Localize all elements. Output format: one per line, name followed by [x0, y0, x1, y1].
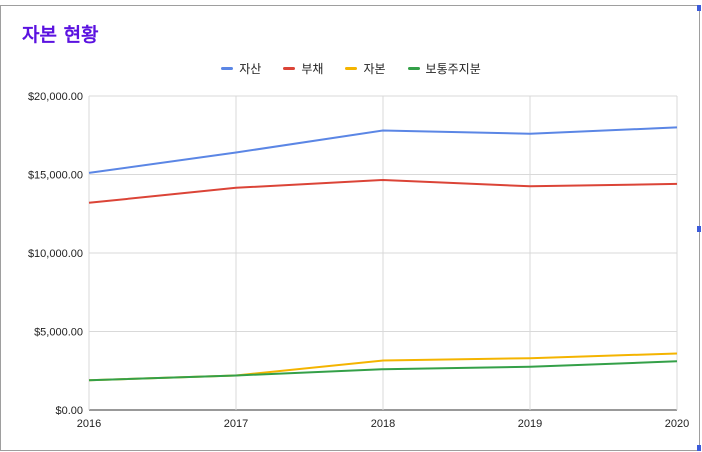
series-layer — [88, 126, 678, 382]
resize-handle-middle-right[interactable] — [697, 226, 701, 232]
series-line-assets — [88, 126, 678, 174]
legend-label-liabilities: 부채 — [301, 62, 324, 76]
legend-swatch-liabilities — [283, 67, 296, 70]
y-tick-label: $15,000.00 — [28, 170, 83, 182]
y-tick-label: $20,000.00 — [28, 91, 83, 103]
resize-handle-bottom-right[interactable] — [697, 445, 701, 451]
x-tick-label: 2017 — [224, 418, 248, 430]
y-tick-label: $0.00 — [55, 405, 83, 417]
axis-layer: $0.00 $5,000.00 $10,000.00 $15,000.00 $20,00… — [28, 91, 689, 430]
legend-label-common-equity: 보통주지분 — [425, 62, 481, 76]
chart-frame — [0, 5, 700, 451]
x-tick-label: 2019 — [518, 418, 542, 430]
legend-item-assets[interactable]: 자산 — [221, 60, 261, 77]
legend-swatch-equity — [345, 67, 358, 70]
legend-item-equity[interactable]: 자본 — [345, 60, 386, 77]
x-tick-label: 2016 — [77, 418, 101, 430]
legend-item-liabilities[interactable]: 부채 — [283, 60, 323, 77]
legend-swatch-common-equity — [407, 67, 420, 70]
series-line-liabilities — [88, 179, 678, 204]
y-tick-label: $10,000.00 — [28, 248, 83, 260]
x-tick-label: 2018 — [371, 418, 395, 430]
legend-item-common-equity[interactable]: 보통주지분 — [407, 60, 481, 77]
chart-legend: 자산 부채 자본 보통주지분 — [0, 60, 702, 77]
y-tick-label: $5,000.00 — [34, 327, 83, 339]
resize-handle-top-right[interactable] — [697, 5, 701, 11]
series-line-common-equity — [88, 360, 678, 382]
legend-label-equity: 자본 — [363, 62, 386, 76]
legend-swatch-assets — [221, 67, 234, 70]
legend-label-assets: 자산 — [239, 62, 262, 76]
x-tick-label: 2020 — [665, 418, 689, 430]
grid-layer — [88, 95, 678, 411]
chart-title: 자본 현황 — [22, 24, 99, 46]
